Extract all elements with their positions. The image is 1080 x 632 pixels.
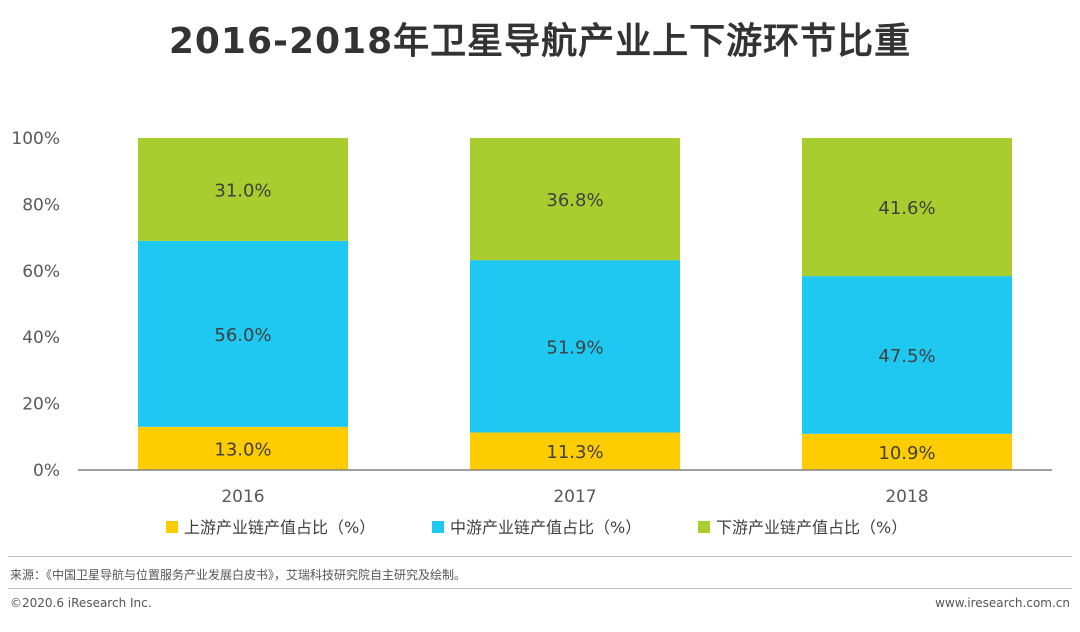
data-label: 10.9% bbox=[878, 443, 935, 464]
x-tick-label: 2017 bbox=[553, 487, 596, 507]
source-note: 来源：《中国卫星导航与位置服务产业发展白皮书》，艾瑞科技研究院自主研究及绘制。 bbox=[10, 568, 467, 582]
bar-segment bbox=[470, 432, 680, 470]
bar-segment bbox=[138, 426, 348, 470]
data-label: 41.6% bbox=[878, 198, 935, 219]
y-tick-label: 0% bbox=[33, 461, 60, 481]
y-tick-label: 40% bbox=[22, 328, 60, 348]
stacked-bar-chart: 0% 20% 40% 60% 80% 100% 13.0% 56.0% 31.0% 2016 11.… bbox=[11, 129, 1052, 537]
legend-label: 中游产业链产值占比（%） bbox=[450, 518, 641, 537]
data-label: 31.0% bbox=[214, 180, 271, 201]
bar-segment bbox=[470, 138, 680, 261]
bar-segment bbox=[138, 138, 348, 241]
bar-segment bbox=[802, 276, 1012, 434]
bar-segment bbox=[802, 433, 1012, 470]
y-tick-label: 100% bbox=[11, 129, 60, 149]
chart-title: 2016-2018年卫星导航产业上下游环节比重 bbox=[168, 21, 912, 62]
data-label: 36.8% bbox=[546, 190, 603, 211]
legend-swatch bbox=[432, 521, 444, 533]
bar-segment bbox=[138, 240, 348, 427]
y-tick-label: 60% bbox=[22, 262, 60, 282]
data-label: 56.0% bbox=[214, 325, 271, 346]
footer-divider-bottom bbox=[8, 588, 1072, 589]
data-label: 13.0% bbox=[214, 439, 271, 460]
x-tick-label: 2016 bbox=[221, 487, 264, 507]
bar-segment bbox=[802, 138, 1012, 277]
bar-segment bbox=[470, 260, 680, 433]
legend-swatch bbox=[166, 521, 178, 533]
y-tick-label: 80% bbox=[22, 195, 60, 215]
x-tick-label: 2018 bbox=[885, 487, 928, 507]
website-link[interactable]: www.iresearch.com.cn bbox=[935, 596, 1070, 610]
data-label: 11.3% bbox=[546, 442, 603, 463]
data-label: 51.9% bbox=[546, 337, 603, 358]
y-tick-label: 20% bbox=[22, 395, 60, 415]
data-label: 47.5% bbox=[878, 346, 935, 367]
copyright: ©2020.6 iResearch Inc. bbox=[10, 596, 152, 610]
legend-label: 下游产业链产值占比（%） bbox=[716, 518, 907, 537]
footer-divider-top bbox=[8, 556, 1072, 557]
legend-swatch bbox=[698, 521, 710, 533]
legend-label: 上游产业链产值占比（%） bbox=[184, 518, 375, 537]
